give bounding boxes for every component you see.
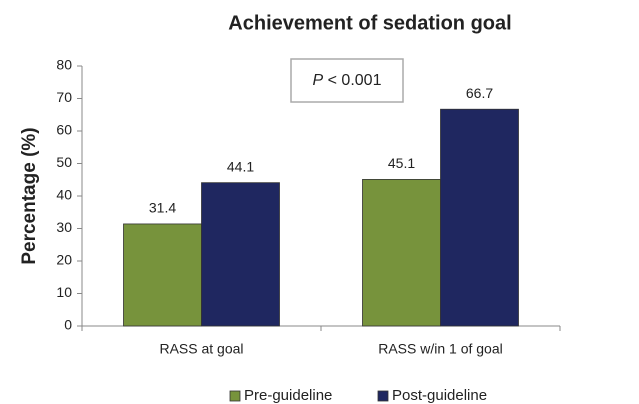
bar	[123, 223, 202, 327]
value-label: 44.1	[227, 158, 254, 174]
legend-swatch	[377, 390, 389, 402]
value-label: 66.7	[466, 85, 493, 101]
annotation-variable: P	[313, 72, 324, 89]
y-tick-label: 40	[56, 187, 72, 203]
legend-label: Post-guideline	[392, 387, 487, 404]
annotation-box	[290, 58, 404, 103]
y-tick-label: 10	[56, 284, 72, 300]
y-tick-label: 80	[56, 57, 72, 73]
bar	[440, 108, 519, 327]
x-tick-label: RASS w/in 1 of goal	[378, 341, 503, 357]
annotation: P < 0.001	[313, 72, 382, 89]
value-label: 45.1	[388, 155, 415, 171]
y-tick-label: 70	[56, 89, 72, 105]
x-tick-label: RASS at goal	[159, 341, 243, 357]
bar	[362, 179, 441, 327]
y-tick-label: 0	[64, 317, 72, 333]
y-tick-label: 50	[56, 154, 72, 170]
y-tick-label: 60	[56, 122, 72, 138]
chart-title: Achievement of sedation goal	[228, 12, 511, 34]
annotation-text: < 0.001	[328, 72, 382, 89]
y-tick-label: 30	[56, 219, 72, 235]
legend-label: Pre-guideline	[244, 387, 332, 404]
value-label: 31.4	[149, 200, 176, 216]
legend-swatch	[229, 390, 241, 402]
y-axis-label: Percentage (%)	[19, 127, 40, 264]
bar	[201, 182, 280, 327]
y-tick-label: 20	[56, 252, 72, 268]
